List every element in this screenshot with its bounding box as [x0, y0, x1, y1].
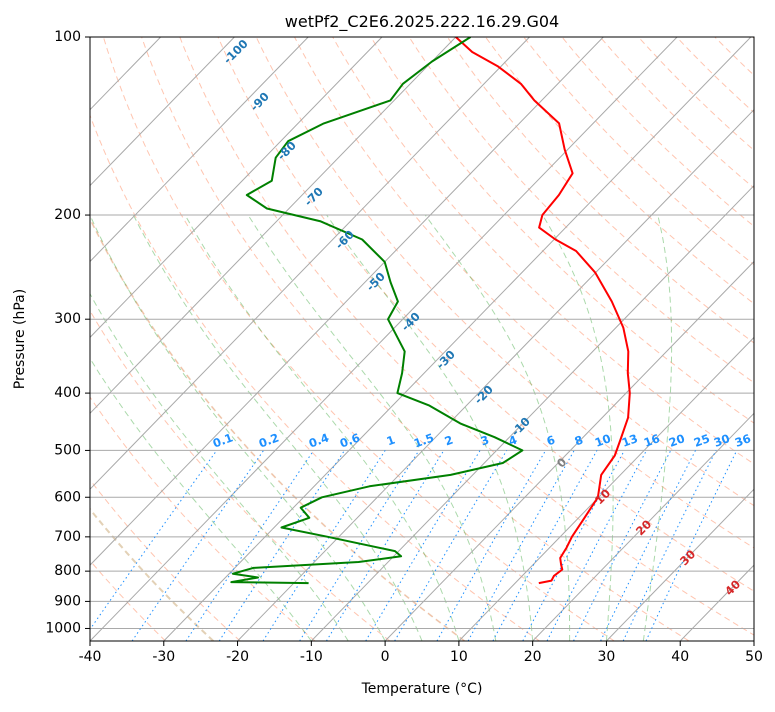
x-tick-label: -10	[300, 649, 323, 665]
y-tick-label: 500	[54, 442, 81, 458]
x-tick-label: -20	[226, 649, 249, 665]
y-tick-label: 300	[54, 311, 81, 327]
y-axis-label: Pressure (hPa)	[12, 289, 28, 389]
x-tick-label: 0	[381, 649, 390, 665]
y-tick-label: 1000	[45, 620, 81, 636]
x-tick-label: 50	[745, 649, 763, 665]
x-tick-label: 10	[450, 649, 468, 665]
x-axis-label: Temperature (°C)	[361, 681, 483, 697]
y-tick-label: 100	[54, 29, 81, 45]
x-tick-label: 30	[598, 649, 616, 665]
y-tick-label: 400	[54, 385, 81, 401]
y-tick-label: 200	[54, 207, 81, 223]
y-tick-label: 900	[54, 593, 81, 609]
y-tick-label: 700	[54, 529, 81, 545]
x-tick-label: -40	[79, 649, 102, 665]
x-tick-label: 20	[524, 649, 542, 665]
y-tick-label: 600	[54, 489, 81, 505]
x-tick-label: -30	[152, 649, 175, 665]
chart-title: wetPf2_C2E6.2025.222.16.29.G04	[285, 12, 559, 32]
x-tick-label: 40	[671, 649, 689, 665]
y-tick-label: 800	[54, 563, 81, 579]
